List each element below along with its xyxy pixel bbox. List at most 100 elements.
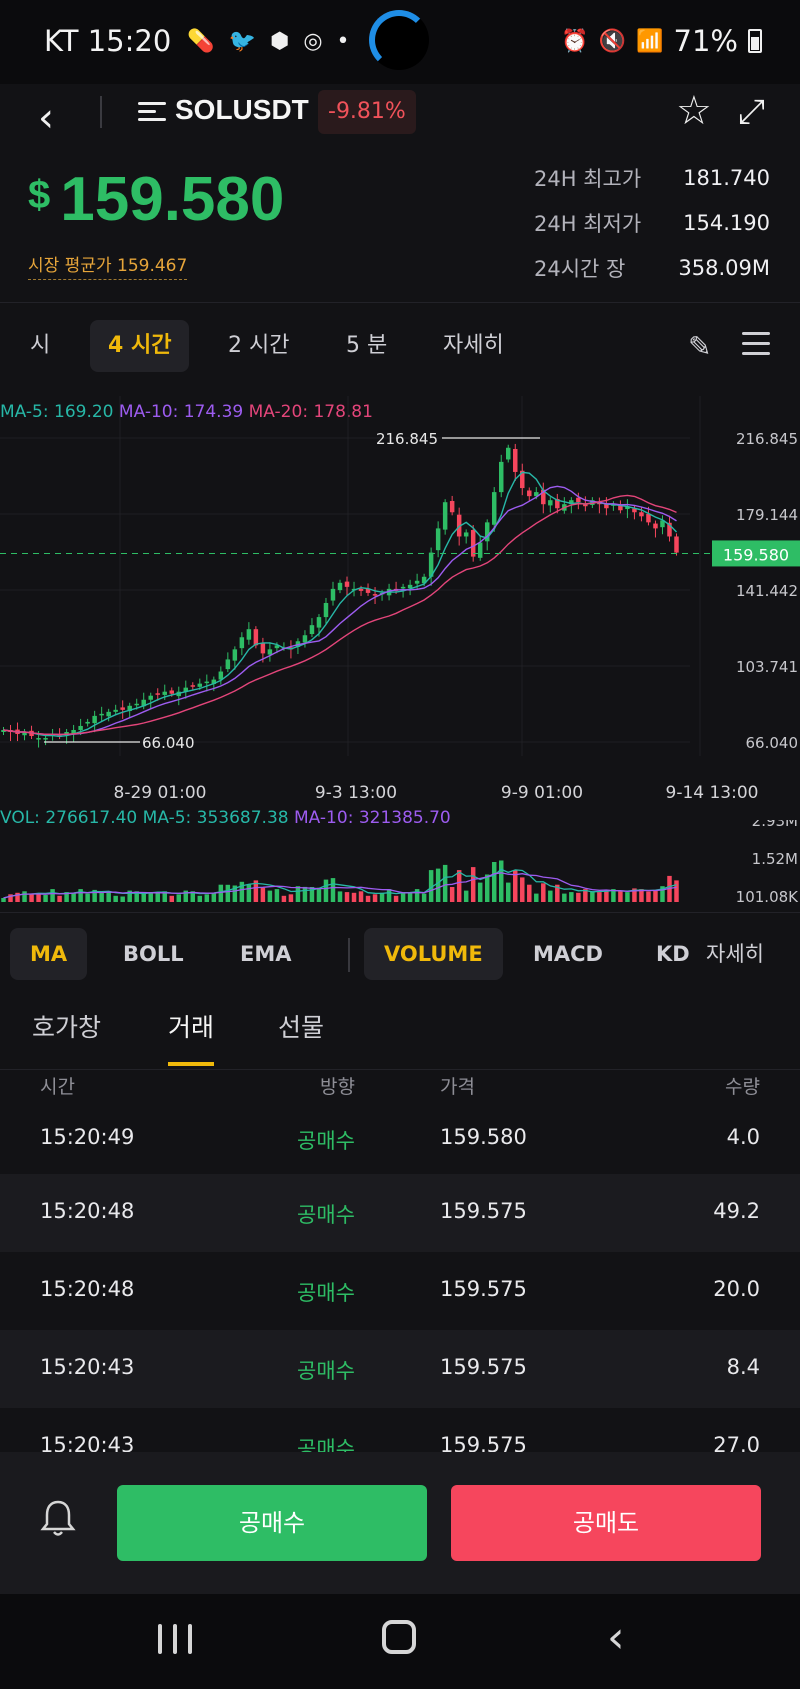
- vol-ma5: MA-5: 353687.38: [142, 808, 289, 828]
- volume-bar: [225, 884, 231, 902]
- volume-bar: [414, 889, 420, 902]
- volume-bar: [1, 898, 6, 902]
- volume-bar: [246, 884, 252, 902]
- buy-long-button[interactable]: 공매수: [117, 1485, 427, 1561]
- volume-chart[interactable]: 2.93M 1.52M 101.08K: [0, 820, 800, 906]
- volume-bar: [625, 892, 630, 902]
- y-tick-label: 66.040: [746, 734, 799, 752]
- candle: [225, 659, 231, 670]
- ma-legend: MA-5: 169.20 MA-10: 174.39 MA-20: 178.81: [0, 402, 373, 422]
- volume-bar: [597, 892, 602, 902]
- nav-back-icon[interactable]: ‹: [607, 1612, 625, 1663]
- vol-value: VOL: 276617.40: [0, 808, 138, 828]
- vol-ma10-line: [3, 872, 677, 899]
- indicator-more[interactable]: 자세히: [706, 942, 764, 966]
- candle: [428, 552, 434, 577]
- candle: [246, 629, 252, 640]
- status-bar: KT 15:20 💊 🐦 ⬢ ◎ • ⏰ 🔇 📶 71%: [0, 0, 800, 84]
- tab-boll[interactable]: BOLL: [123, 942, 184, 966]
- volume-bar: [22, 891, 27, 902]
- tab-5m[interactable]: 5 분: [346, 333, 388, 358]
- menu-icon[interactable]: [138, 102, 166, 124]
- candle: [183, 687, 189, 692]
- candle: [604, 504, 609, 509]
- indicator-tabs: MA BOLL EMA VOLUME MACD KD 자세히: [0, 926, 800, 986]
- x-tick-label: 9-14 13:00: [666, 783, 759, 803]
- candle: [71, 729, 76, 735]
- volume-bar: [646, 891, 651, 902]
- volume-bar: [330, 878, 336, 902]
- tab-kd[interactable]: KD: [656, 942, 690, 966]
- candle: [302, 635, 308, 643]
- tab-2h[interactable]: 2 시간: [228, 333, 290, 358]
- volume-bar: [148, 892, 153, 902]
- volume-bar: [15, 892, 20, 902]
- trades-list[interactable]: 15:20:49 공매수 159.580 4.0 15:20:48 공매수 15…: [0, 1100, 800, 1452]
- y-tick-label: 141.442: [736, 582, 798, 600]
- header-divider: [100, 96, 102, 128]
- volume-bar: [337, 891, 343, 902]
- volume-bar: [590, 891, 595, 902]
- settings-sliders-icon[interactable]: [742, 332, 770, 358]
- ma5-line: [3, 471, 678, 738]
- tab-macd[interactable]: MACD: [533, 942, 603, 966]
- tab-orderbook[interactable]: 호가창: [32, 1013, 102, 1042]
- tab-trades[interactable]: 거래: [168, 1008, 215, 1066]
- volume-bar: [43, 895, 48, 902]
- candle: [92, 715, 97, 724]
- pencil-icon[interactable]: ✎: [688, 330, 712, 363]
- volume-bar: [197, 895, 203, 902]
- system-nav-bar: ‹: [0, 1594, 800, 1689]
- ma20-line: [3, 494, 677, 736]
- tab-ma[interactable]: MA: [10, 928, 88, 980]
- ma10-line: [3, 485, 677, 736]
- volume-bar: [674, 880, 679, 902]
- volume-bar: [653, 889, 658, 902]
- volume-bar: [379, 892, 385, 902]
- volume-bar: [386, 889, 392, 902]
- tab-more[interactable]: 자세히: [443, 333, 504, 358]
- price-chart[interactable]: 216.845 179.144 141.442 103.741 66.040 8-29 0…: [0, 396, 800, 816]
- volume-bar: [477, 882, 483, 902]
- tab-1h[interactable]: 시: [30, 333, 51, 358]
- back-button[interactable]: ‹: [38, 95, 54, 141]
- volume-bar: [484, 874, 490, 902]
- bell-icon[interactable]: [40, 1498, 76, 1538]
- candle: [197, 683, 203, 687]
- candle: [85, 721, 90, 724]
- home-icon[interactable]: [382, 1620, 416, 1654]
- volume-bar: [527, 884, 532, 902]
- expand-icon[interactable]: ⤢: [738, 92, 766, 132]
- volume-bar: [541, 883, 546, 902]
- tab-futures[interactable]: 선물: [278, 1013, 325, 1042]
- sell-short-button[interactable]: 공매도: [451, 1485, 761, 1561]
- volume-bar: [232, 885, 238, 902]
- tab-volume[interactable]: VOLUME: [364, 928, 503, 980]
- volume-bar: [660, 886, 665, 902]
- volume-bar: [211, 892, 217, 902]
- candle: [309, 625, 315, 635]
- tab-ema[interactable]: EMA: [240, 942, 292, 966]
- volume-bar: [421, 893, 427, 902]
- action-bar: 공매수 공매도: [0, 1452, 800, 1594]
- candle: [155, 693, 160, 695]
- volume-bar: [218, 884, 224, 902]
- tab-4h[interactable]: 4 시간: [90, 320, 190, 372]
- favorite-star-icon[interactable]: ☆: [676, 88, 712, 134]
- volume-bar: [288, 894, 294, 902]
- sub-tabs: 호가창 거래 선물: [0, 1000, 800, 1070]
- candle: [555, 498, 560, 509]
- symbol-title[interactable]: SOLUSDT: [175, 94, 309, 125]
- volume-bar: [344, 892, 350, 902]
- mark-price[interactable]: 시장 평균가 159.467: [28, 251, 188, 280]
- candle: [513, 448, 518, 472]
- y-tick-label: 216.845: [736, 430, 798, 448]
- candle: [204, 681, 210, 684]
- volume-bar: [302, 886, 308, 902]
- recent-apps-icon[interactable]: [158, 1624, 192, 1658]
- candle: [232, 649, 238, 661]
- volume-bar: [372, 894, 378, 902]
- candle: [120, 707, 125, 710]
- low-marker-label: 66.040: [142, 734, 195, 752]
- volume-bar: [632, 888, 637, 902]
